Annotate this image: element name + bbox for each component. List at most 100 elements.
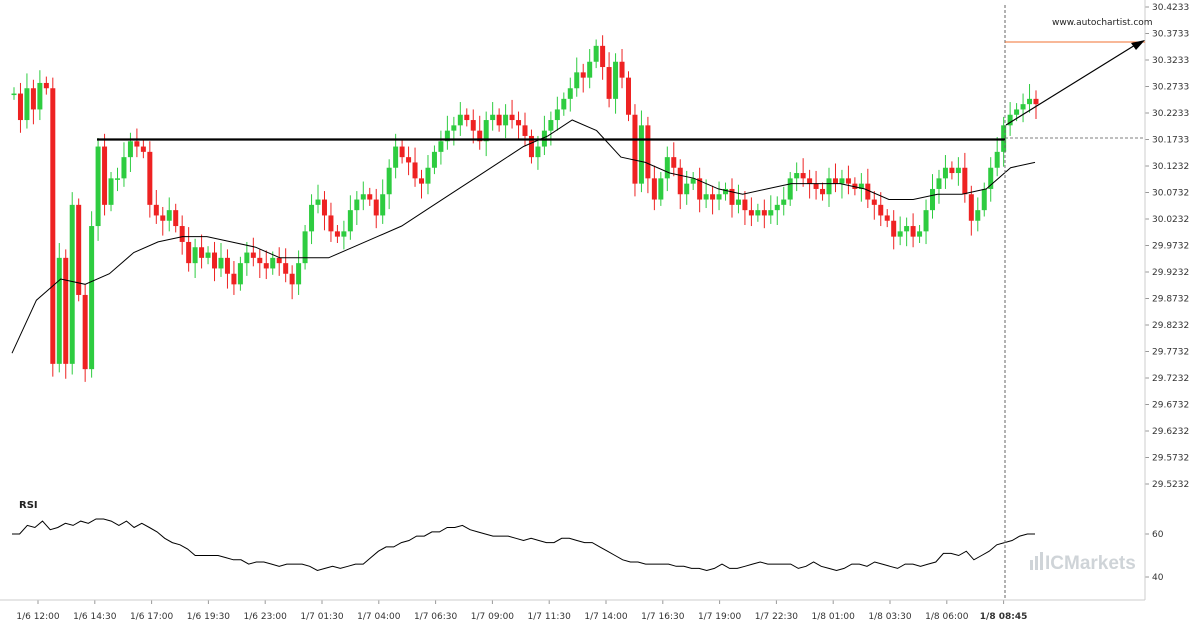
- price-tick-label: 30.1232: [1152, 162, 1189, 172]
- candle-body: [619, 61, 625, 78]
- candle-body: [742, 199, 748, 211]
- candle-body: [315, 199, 321, 205]
- candle-body: [24, 88, 30, 121]
- candle-body: [451, 125, 457, 131]
- candle-body: [412, 162, 418, 179]
- time-tick-label: 1/8 03:30: [868, 612, 912, 622]
- candle-body: [302, 231, 308, 264]
- candle-body: [1014, 109, 1020, 115]
- candle-body: [632, 114, 638, 184]
- candle-body: [858, 183, 864, 189]
- time-tick-label: 1/8 08:45: [980, 612, 1028, 622]
- candle-body: [606, 67, 612, 99]
- candle-body: [787, 178, 793, 200]
- candle-body: [548, 120, 554, 131]
- candle-body: [95, 146, 101, 227]
- candle-body: [703, 194, 709, 200]
- candle-body: [587, 61, 593, 78]
- candle-body: [199, 247, 205, 258]
- candle-body: [108, 178, 114, 205]
- candle-body: [994, 151, 1000, 168]
- candle-body: [690, 178, 696, 184]
- candle-body: [781, 199, 787, 205]
- brand-logo: ICMarkets: [1030, 552, 1136, 574]
- candle-body: [613, 61, 619, 99]
- moving-average-line: [11, 119, 1036, 354]
- candle-body: [904, 226, 910, 232]
- candle-body: [968, 194, 974, 221]
- candle-body: [891, 220, 897, 237]
- candle-body: [30, 88, 36, 110]
- rsi-tick-label: 60: [1152, 530, 1164, 540]
- time-tick-label: 1/6 12:00: [16, 612, 60, 622]
- candle-body: [399, 146, 405, 158]
- candle-body: [748, 210, 754, 216]
- candle-body: [832, 178, 838, 184]
- candle-body: [1033, 98, 1039, 105]
- candle-body: [153, 204, 159, 216]
- candle-body: [69, 204, 75, 364]
- candle-body: [800, 173, 806, 179]
- candle-body: [677, 167, 683, 195]
- candlestick-series: [11, 35, 1039, 382]
- candle-body: [289, 273, 295, 285]
- candle-body: [949, 167, 955, 174]
- candle-body: [942, 167, 948, 179]
- candle-body: [1027, 98, 1033, 105]
- price-tick-label: 30.0732: [1152, 189, 1189, 199]
- price-tick-label: 29.6732: [1152, 401, 1189, 411]
- candle-body: [884, 215, 890, 221]
- candle-body: [645, 125, 651, 179]
- time-axis: 1/6 12:00 1/6 14:30 1/6 17:00 1/6 19:30 1/6 …: [16, 600, 1027, 622]
- candle-body: [76, 204, 82, 295]
- candle-body: [807, 178, 813, 184]
- price-tick-label: 30.2733: [1152, 83, 1189, 93]
- candle-body: [671, 157, 677, 168]
- candle-body: [962, 167, 968, 195]
- candle-body: [43, 82, 49, 89]
- price-tick-label: 29.5232: [1152, 480, 1189, 490]
- candle-body: [276, 257, 282, 264]
- candle-body: [1007, 114, 1013, 126]
- candle-body: [212, 252, 218, 269]
- candle-body: [334, 231, 340, 237]
- price-tick-label: 29.9232: [1152, 268, 1189, 278]
- time-tick-label: 1/7 19:00: [698, 612, 742, 622]
- candle-body: [839, 178, 845, 184]
- time-tick-label: 1/6 14:30: [73, 612, 117, 622]
- candle-body: [483, 120, 489, 142]
- rsi-label: RSI: [19, 500, 38, 511]
- time-tick-label: 1/7 14:00: [584, 612, 628, 622]
- candle-body: [283, 263, 289, 274]
- candle-body: [871, 199, 877, 205]
- site-label: www.autochartist.com: [1052, 18, 1153, 28]
- price-tick-label: 29.8732: [1152, 295, 1189, 305]
- candle-body: [147, 151, 153, 205]
- candle-body: [373, 199, 379, 216]
- candle-body: [470, 120, 476, 131]
- candle-body: [82, 294, 88, 370]
- candle-body: [580, 72, 586, 78]
- price-tick-label: 29.7232: [1152, 374, 1189, 384]
- price-tick-label: 30.0232: [1152, 215, 1189, 225]
- candle-body: [723, 188, 729, 195]
- candle-body: [37, 82, 43, 110]
- icmarkets-bars-logo: [1030, 560, 1033, 570]
- candle-body: [102, 146, 108, 205]
- candle-body: [457, 114, 463, 126]
- rsi-tick-label: 40: [1152, 573, 1164, 583]
- candle-body: [127, 141, 133, 158]
- candle-body: [244, 252, 250, 264]
- brand-text: ICMarkets: [1045, 553, 1136, 574]
- candle-body: [794, 173, 800, 179]
- rsi-panel: 60 40: [12, 518, 1164, 583]
- time-tick-label: 1/7 06:30: [414, 612, 458, 622]
- candle-body: [981, 188, 987, 211]
- candle-body: [955, 167, 961, 174]
- candle-body: [224, 257, 230, 274]
- candle-body: [710, 194, 716, 200]
- candle-body: [923, 210, 929, 232]
- candle-body: [936, 178, 942, 189]
- candle-body: [63, 257, 69, 364]
- candle-body: [263, 263, 269, 269]
